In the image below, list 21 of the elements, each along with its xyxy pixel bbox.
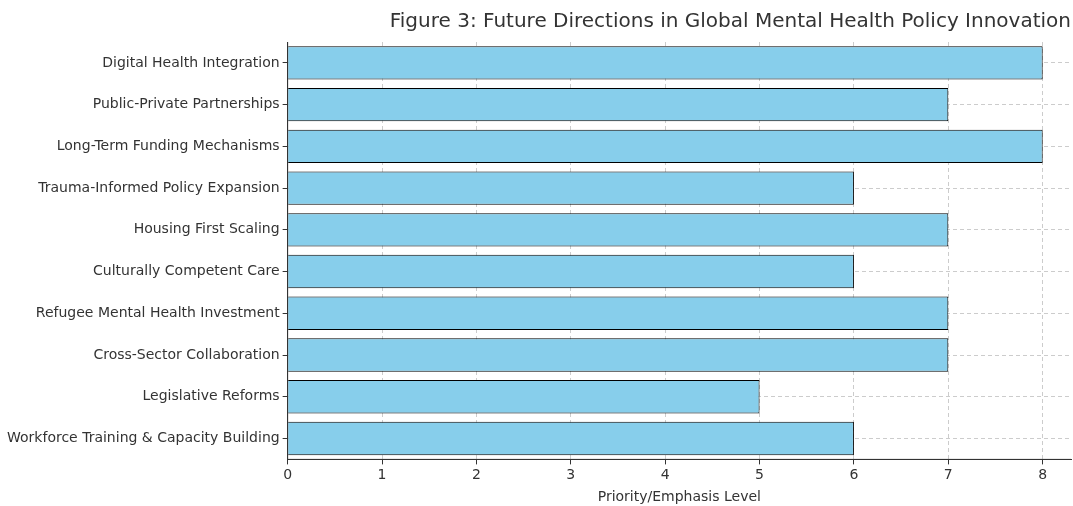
y-tick-label: Workforce Training & Capacity Building: [7, 429, 280, 446]
y-tick-label: Cross-Sector Collaboration: [93, 345, 280, 362]
y-tick-label: Trauma-Informed Policy Expansion: [37, 178, 280, 195]
x-tick-label: 8: [1038, 466, 1048, 483]
x-tick-label: 7: [943, 466, 953, 483]
x-tick-label: 6: [849, 466, 859, 483]
x-tick-label: 2: [471, 466, 481, 483]
x-tick-label: 3: [566, 466, 576, 483]
y-tick-label: Long-Term Funding Mechanisms: [56, 136, 280, 153]
y-tick-label: Culturally Competent Care: [93, 262, 280, 279]
x-tick-label: 0: [283, 466, 293, 483]
y-tick-label: Housing First Scaling: [133, 220, 280, 237]
chart-title: Figure 3: Future Directions in Global Mental Health Policy Innovation: [389, 8, 1071, 33]
y-tick-label: Public-Private Partnerships: [92, 95, 280, 112]
x-tick-label: 5: [755, 466, 764, 483]
y-tick-label: Legislative Reforms: [142, 387, 280, 404]
y-tick-label: Refugee Mental Health Investment: [35, 303, 281, 320]
x-axis-title: Priority/Emphasis Level: [597, 488, 761, 505]
x-tick-label: 1: [377, 466, 387, 483]
y-tick-label: Digital Health Integration: [102, 53, 280, 70]
x-tick-label: 4: [660, 466, 670, 483]
